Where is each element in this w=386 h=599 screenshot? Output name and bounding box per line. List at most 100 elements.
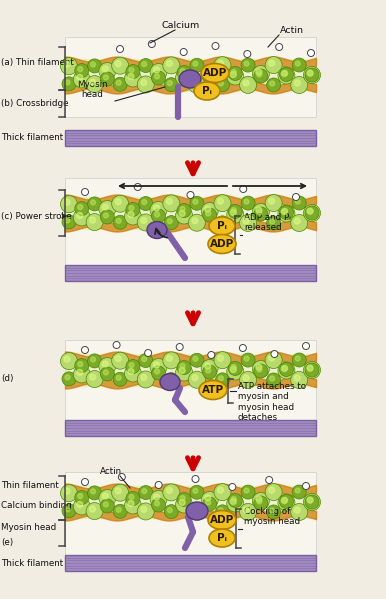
Circle shape xyxy=(228,204,242,219)
Circle shape xyxy=(240,214,257,231)
Circle shape xyxy=(228,361,242,376)
Circle shape xyxy=(129,68,134,72)
Circle shape xyxy=(283,71,288,75)
Circle shape xyxy=(243,507,249,513)
Ellipse shape xyxy=(160,374,180,391)
Circle shape xyxy=(279,495,293,509)
Circle shape xyxy=(241,485,255,499)
Circle shape xyxy=(152,71,166,85)
Circle shape xyxy=(230,498,236,504)
Circle shape xyxy=(75,202,89,216)
Bar xyxy=(65,340,316,422)
Circle shape xyxy=(116,80,121,85)
Circle shape xyxy=(257,367,262,372)
Circle shape xyxy=(229,483,236,491)
Circle shape xyxy=(137,214,154,231)
Circle shape xyxy=(90,79,96,85)
Circle shape xyxy=(256,496,262,502)
Circle shape xyxy=(177,492,191,507)
Circle shape xyxy=(205,363,211,369)
Circle shape xyxy=(62,77,76,91)
Circle shape xyxy=(154,205,159,211)
Circle shape xyxy=(307,208,313,214)
Circle shape xyxy=(112,58,129,74)
Circle shape xyxy=(154,74,159,79)
Circle shape xyxy=(116,218,121,223)
Circle shape xyxy=(239,344,246,352)
Circle shape xyxy=(177,65,191,80)
Circle shape xyxy=(231,497,236,501)
Circle shape xyxy=(241,58,255,72)
Circle shape xyxy=(124,70,141,87)
Circle shape xyxy=(188,214,205,231)
Circle shape xyxy=(139,196,153,210)
Circle shape xyxy=(305,206,319,220)
Circle shape xyxy=(281,208,288,214)
Circle shape xyxy=(206,211,211,216)
Circle shape xyxy=(265,56,282,74)
Circle shape xyxy=(179,500,185,506)
Circle shape xyxy=(180,495,185,501)
Circle shape xyxy=(291,504,308,521)
Circle shape xyxy=(115,199,121,205)
Circle shape xyxy=(212,43,219,50)
Circle shape xyxy=(217,355,223,361)
Circle shape xyxy=(254,496,268,510)
Text: (d): (d) xyxy=(1,374,14,383)
Circle shape xyxy=(150,491,167,507)
Circle shape xyxy=(257,210,262,215)
Bar xyxy=(65,555,316,571)
Circle shape xyxy=(115,60,121,66)
Circle shape xyxy=(102,361,108,367)
Circle shape xyxy=(295,199,300,204)
Circle shape xyxy=(62,215,76,229)
Circle shape xyxy=(142,62,147,66)
Circle shape xyxy=(292,58,306,72)
Circle shape xyxy=(129,205,134,210)
Circle shape xyxy=(271,350,278,358)
Circle shape xyxy=(177,361,191,374)
Circle shape xyxy=(73,71,90,88)
Circle shape xyxy=(75,491,89,504)
Circle shape xyxy=(163,484,180,501)
Text: Thick filament: Thick filament xyxy=(1,134,63,143)
Circle shape xyxy=(244,356,249,361)
Circle shape xyxy=(126,492,140,506)
Circle shape xyxy=(65,507,70,512)
Circle shape xyxy=(214,483,231,501)
Circle shape xyxy=(142,489,147,494)
Circle shape xyxy=(91,62,96,67)
Circle shape xyxy=(115,356,121,362)
Circle shape xyxy=(86,371,103,388)
Circle shape xyxy=(254,364,268,378)
Circle shape xyxy=(124,497,141,514)
Circle shape xyxy=(241,196,255,210)
Circle shape xyxy=(192,507,198,513)
Circle shape xyxy=(163,352,180,369)
Circle shape xyxy=(73,209,90,226)
Circle shape xyxy=(154,212,159,217)
Circle shape xyxy=(75,63,89,78)
Circle shape xyxy=(208,352,215,358)
Circle shape xyxy=(62,372,76,386)
Circle shape xyxy=(230,71,236,77)
Text: ADP: ADP xyxy=(210,515,234,525)
Circle shape xyxy=(100,499,114,513)
Circle shape xyxy=(128,211,134,217)
Circle shape xyxy=(65,80,70,85)
Circle shape xyxy=(214,195,231,211)
Circle shape xyxy=(65,375,70,380)
Circle shape xyxy=(230,367,236,373)
Circle shape xyxy=(90,217,96,223)
Circle shape xyxy=(203,208,217,222)
Circle shape xyxy=(201,359,218,377)
Circle shape xyxy=(190,196,204,210)
Circle shape xyxy=(192,375,198,381)
Circle shape xyxy=(116,507,121,512)
Circle shape xyxy=(227,495,244,512)
Circle shape xyxy=(103,502,108,507)
Circle shape xyxy=(124,208,141,225)
Circle shape xyxy=(228,66,242,80)
Circle shape xyxy=(218,376,223,381)
Circle shape xyxy=(294,507,300,513)
